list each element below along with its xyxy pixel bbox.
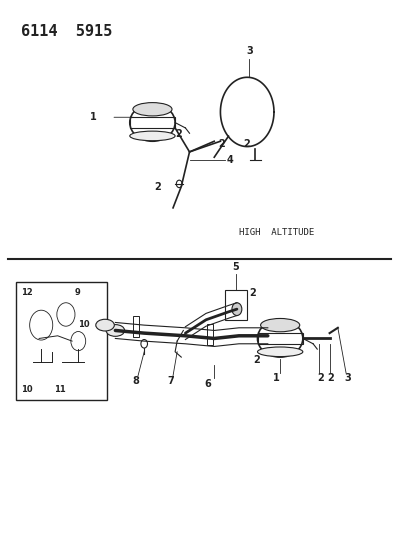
Ellipse shape (261, 318, 300, 332)
Text: 2: 2 (218, 139, 225, 149)
Text: 3: 3 (344, 374, 351, 383)
Text: 2: 2 (154, 182, 161, 191)
Text: 2: 2 (243, 139, 250, 149)
Text: 6: 6 (205, 379, 211, 389)
Text: 10: 10 (21, 385, 32, 394)
Text: 11: 11 (54, 385, 66, 394)
Text: 7: 7 (168, 376, 174, 386)
Text: 2: 2 (253, 355, 260, 365)
Text: 4: 4 (227, 155, 233, 165)
Text: 5: 5 (232, 262, 239, 272)
Circle shape (232, 303, 242, 316)
Text: 2: 2 (175, 130, 182, 139)
Text: 2: 2 (249, 288, 256, 298)
Text: 3: 3 (246, 46, 253, 56)
Text: 12: 12 (21, 288, 33, 297)
Ellipse shape (130, 131, 175, 141)
Ellipse shape (106, 325, 124, 336)
Bar (225, 290, 247, 320)
Text: 9: 9 (74, 288, 80, 297)
Text: 2: 2 (328, 374, 334, 383)
Ellipse shape (258, 347, 303, 357)
Text: 6114  5915: 6114 5915 (21, 24, 112, 39)
Ellipse shape (96, 319, 114, 331)
Text: 1: 1 (273, 374, 279, 383)
Text: 2: 2 (317, 374, 324, 383)
Text: 1: 1 (90, 112, 97, 122)
Ellipse shape (133, 102, 172, 116)
Text: 10: 10 (78, 320, 90, 329)
Text: HIGH  ALTITUDE: HIGH ALTITUDE (239, 228, 314, 237)
Text: 8: 8 (133, 376, 139, 386)
